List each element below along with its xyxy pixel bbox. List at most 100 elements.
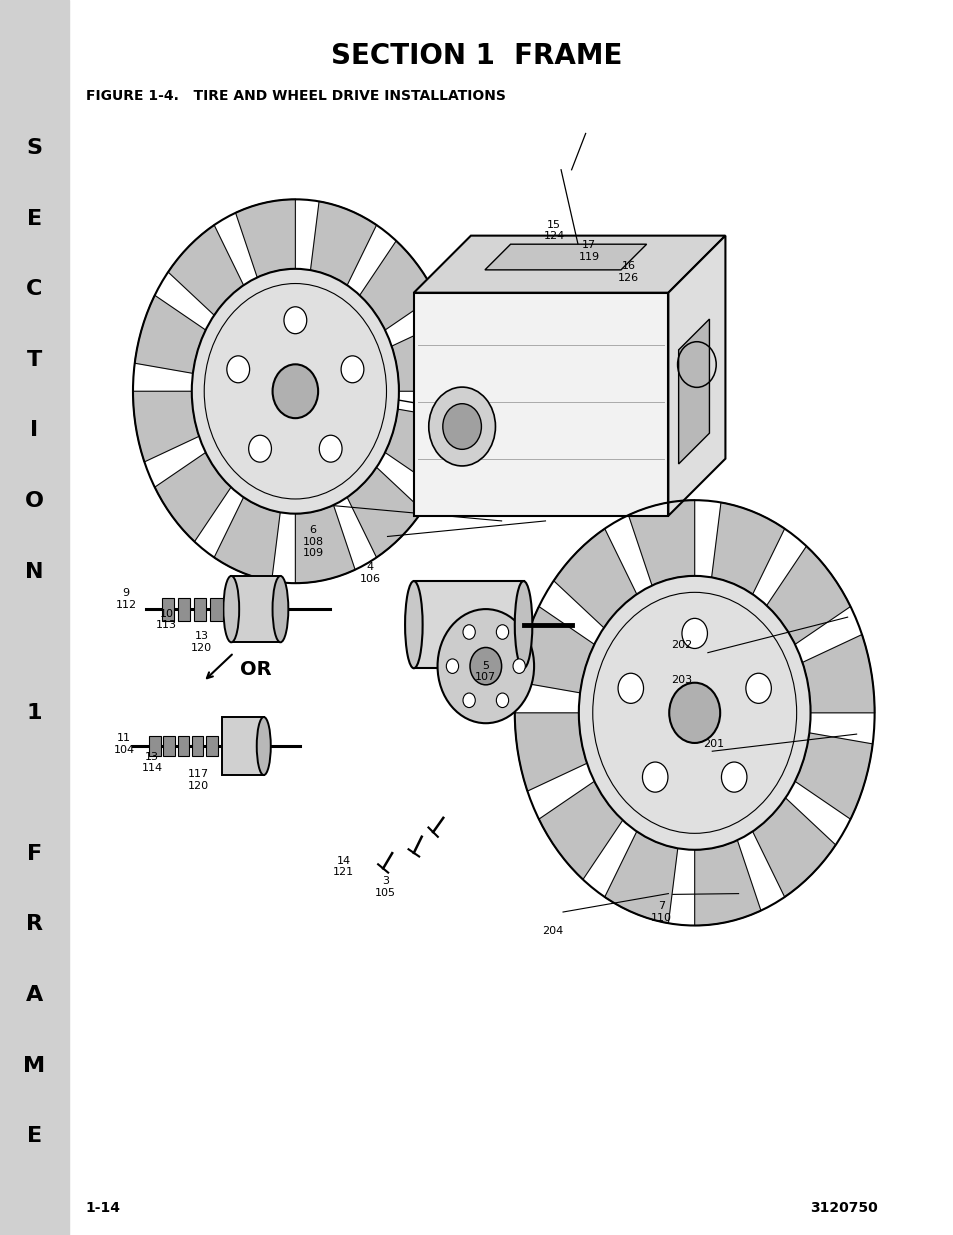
Text: T: T (27, 350, 42, 370)
Circle shape (618, 673, 643, 704)
Ellipse shape (405, 582, 422, 668)
Text: O: O (25, 492, 44, 511)
Circle shape (284, 306, 307, 333)
Text: 15
124: 15 124 (543, 220, 564, 241)
Text: 13
120: 13 120 (191, 631, 212, 653)
Polygon shape (154, 452, 231, 542)
Text: 13
114: 13 114 (142, 752, 163, 773)
Ellipse shape (515, 582, 532, 668)
Circle shape (470, 647, 501, 685)
Circle shape (319, 435, 342, 462)
Polygon shape (210, 598, 222, 620)
Text: M: M (23, 1056, 46, 1076)
Circle shape (446, 659, 458, 673)
Circle shape (513, 659, 525, 673)
Ellipse shape (273, 576, 288, 642)
Polygon shape (553, 529, 636, 627)
Circle shape (192, 269, 398, 514)
Polygon shape (192, 736, 203, 756)
Polygon shape (235, 199, 295, 278)
Text: C: C (26, 279, 43, 299)
Polygon shape (193, 598, 206, 620)
Text: I: I (30, 420, 38, 441)
Text: 14
121: 14 121 (333, 856, 354, 877)
Text: 9
112: 9 112 (115, 588, 136, 610)
Polygon shape (414, 236, 724, 293)
Ellipse shape (223, 576, 239, 642)
Text: 204: 204 (541, 926, 562, 936)
Polygon shape (515, 713, 586, 792)
Polygon shape (794, 732, 872, 819)
Text: 117
120: 117 120 (188, 769, 209, 792)
Bar (0, 0, 69, 1235)
Polygon shape (711, 503, 783, 594)
Circle shape (681, 619, 707, 648)
Polygon shape (766, 546, 850, 645)
Text: 17
119: 17 119 (578, 241, 599, 262)
Circle shape (249, 435, 272, 462)
Polygon shape (359, 241, 436, 330)
Polygon shape (347, 467, 422, 557)
Polygon shape (484, 245, 646, 270)
Polygon shape (604, 831, 677, 924)
Text: 203: 203 (670, 674, 691, 684)
Polygon shape (678, 319, 709, 464)
Text: FIGURE 1-4.   TIRE AND WHEEL DRIVE INSTALLATIONS: FIGURE 1-4. TIRE AND WHEEL DRIVE INSTALL… (86, 89, 505, 104)
Text: 11
104: 11 104 (113, 734, 134, 755)
Polygon shape (752, 798, 835, 897)
Polygon shape (162, 598, 174, 620)
Polygon shape (132, 391, 199, 462)
Polygon shape (206, 736, 217, 756)
Circle shape (442, 404, 481, 450)
Circle shape (496, 693, 508, 708)
Text: SECTION 1  FRAME: SECTION 1 FRAME (331, 42, 622, 69)
Circle shape (273, 364, 317, 419)
Polygon shape (213, 498, 280, 582)
Circle shape (462, 625, 475, 640)
Circle shape (720, 762, 746, 792)
Polygon shape (801, 635, 874, 713)
Circle shape (641, 762, 667, 792)
Circle shape (227, 356, 250, 383)
Polygon shape (414, 582, 523, 668)
Text: OR: OR (240, 659, 272, 679)
Text: N: N (25, 562, 44, 582)
Polygon shape (392, 321, 457, 391)
Circle shape (341, 356, 363, 383)
Text: 10
113: 10 113 (155, 609, 176, 630)
Polygon shape (221, 718, 263, 776)
Polygon shape (231, 576, 280, 642)
Text: 1: 1 (27, 703, 42, 722)
Text: 16
126: 16 126 (618, 261, 639, 283)
Text: 4
106: 4 106 (359, 562, 380, 584)
Text: 3
105: 3 105 (375, 877, 395, 898)
Circle shape (745, 673, 771, 704)
Polygon shape (310, 201, 376, 285)
Polygon shape (517, 606, 594, 693)
Text: 3120750: 3120750 (809, 1200, 877, 1215)
Polygon shape (163, 736, 174, 756)
Polygon shape (177, 736, 189, 756)
Text: E: E (27, 1126, 42, 1146)
Polygon shape (178, 598, 191, 620)
Text: 5
107: 5 107 (475, 661, 496, 682)
Polygon shape (149, 736, 160, 756)
Text: S: S (27, 138, 42, 158)
Polygon shape (628, 500, 694, 585)
Text: R: R (26, 914, 43, 935)
Polygon shape (694, 840, 760, 925)
Circle shape (578, 576, 810, 850)
Circle shape (668, 683, 720, 743)
Polygon shape (668, 236, 724, 516)
Polygon shape (414, 293, 668, 516)
Polygon shape (538, 782, 622, 879)
Circle shape (428, 387, 495, 466)
Text: 202: 202 (670, 641, 692, 651)
Polygon shape (385, 409, 456, 488)
Text: 6
108
109: 6 108 109 (302, 525, 323, 558)
Text: F: F (27, 844, 42, 864)
Polygon shape (134, 295, 206, 373)
Text: 201: 201 (702, 739, 724, 748)
Text: 7
110: 7 110 (650, 902, 671, 923)
Polygon shape (295, 505, 355, 583)
